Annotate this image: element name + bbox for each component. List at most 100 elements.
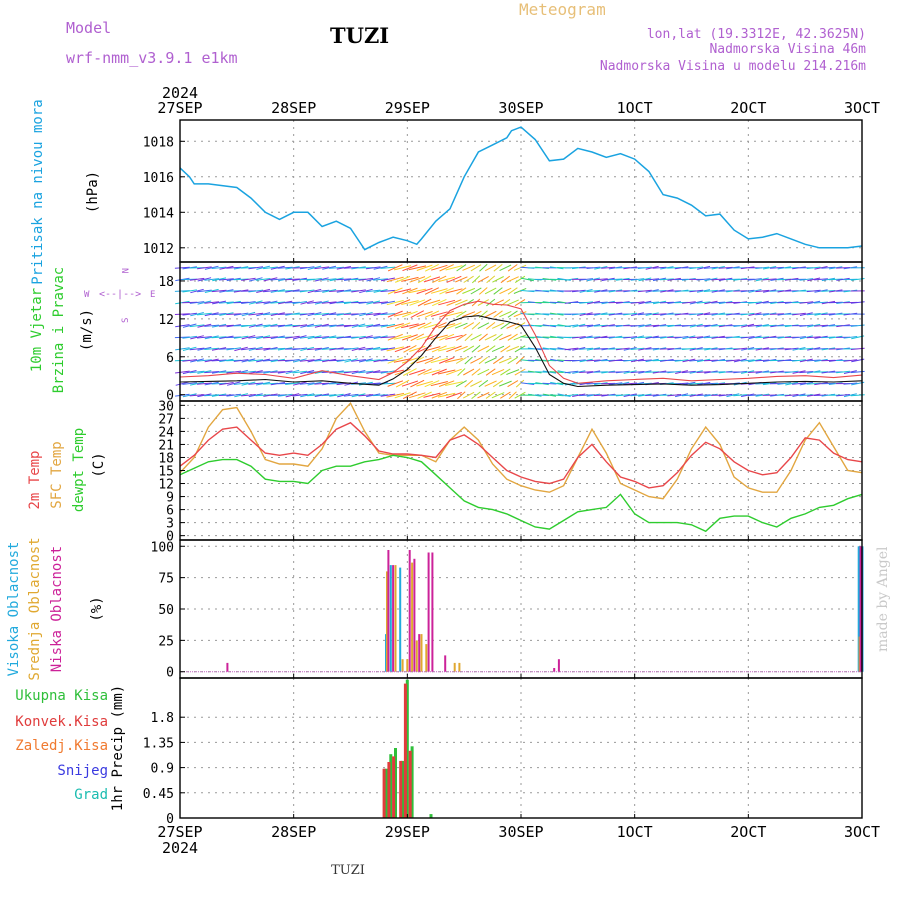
altitude-info: Nadmorska Visina 46m	[709, 42, 866, 57]
wind-arrow	[226, 336, 242, 339]
precip-axis-title: 1hr Precip (mm)	[110, 685, 126, 811]
mid-cloud-bar	[453, 662, 456, 672]
wind-arrow	[402, 334, 418, 341]
lonlat-info: lon,lat (19.3312E, 42.3625N)	[647, 27, 866, 42]
wind-arrow	[755, 347, 769, 351]
wind-arrow	[667, 277, 681, 281]
y-tick-label: 18	[158, 275, 174, 290]
wind-arrow	[314, 277, 329, 282]
wind-arrow	[660, 266, 674, 270]
wind-arrow	[500, 391, 511, 399]
wind-arrow	[616, 277, 630, 281]
wind-arrow	[506, 369, 520, 375]
wind-arrow	[402, 391, 417, 400]
total-rain-bar	[394, 748, 397, 818]
wind-arrow	[763, 289, 777, 293]
wind-arrow	[456, 310, 467, 318]
wind-arrow	[821, 359, 836, 362]
wind-arrow	[515, 379, 525, 388]
wind-arrow	[542, 382, 557, 385]
wind-arrow	[550, 381, 564, 386]
wind-arrow	[410, 333, 425, 342]
wind-arrow	[542, 336, 557, 338]
wind-arrow	[682, 301, 696, 304]
wind-arrow	[218, 324, 234, 327]
wind-arrow	[645, 265, 659, 270]
y-tick-label: 27	[158, 412, 174, 427]
wind-arrow	[365, 359, 381, 362]
wind-arrow	[190, 288, 204, 294]
wind-arrow	[402, 264, 418, 272]
wind-arrow	[637, 359, 652, 362]
wind-axis-subtitle: Brzina i Pravac	[51, 267, 67, 393]
wind-arrow	[601, 336, 616, 339]
wind-arrow	[485, 345, 496, 353]
wind-arrow	[233, 335, 249, 339]
wind-arrow	[394, 322, 411, 330]
wind-arrow	[446, 345, 462, 353]
wind-arrow	[423, 276, 441, 283]
wind-arrow	[689, 336, 704, 339]
wind-arrow	[314, 266, 330, 270]
wind-arrow	[579, 371, 594, 373]
wind-arrow	[403, 344, 417, 353]
wind-arrow	[571, 336, 586, 339]
wind-arrow	[500, 275, 511, 284]
wind-arrow	[387, 287, 403, 295]
wind-arrow	[785, 381, 799, 386]
wind-arrow	[493, 310, 503, 318]
panel-frames: 1012101410161018061218036912151821242730…	[143, 119, 863, 827]
wind-arrow	[285, 359, 300, 362]
wind-arrow	[843, 266, 858, 270]
wind-arrow	[463, 275, 474, 283]
wind-arrow	[747, 371, 762, 373]
wind-arrow	[799, 347, 814, 350]
wind-arrows	[174, 263, 865, 400]
wind-arrow	[777, 359, 792, 362]
y-tick-label: 6	[166, 504, 174, 519]
wind-arrow	[277, 313, 293, 315]
wind-arrow	[623, 393, 637, 397]
wind-arrow	[586, 324, 601, 328]
wind-arrow	[601, 347, 615, 351]
wind-arrow	[446, 275, 462, 283]
wind-arrow	[365, 336, 381, 339]
high-cloud-axis-title: Visoka Oblacnost	[6, 542, 22, 677]
wind-arrow	[211, 289, 227, 293]
wind-arrow	[358, 381, 373, 386]
wind-arrow	[386, 276, 404, 283]
wind-arrow	[703, 382, 718, 385]
wind-arrow	[638, 370, 652, 374]
wind-arrow	[393, 334, 412, 340]
wind-arrow	[256, 288, 271, 293]
wind-arrow	[755, 277, 769, 282]
wind-arrow	[343, 290, 359, 292]
wind-arrow	[351, 335, 366, 339]
wind-arrow	[431, 345, 447, 353]
wind-arrow	[423, 299, 441, 306]
wind-arrow	[241, 335, 256, 340]
convective-rain-bar	[399, 760, 403, 818]
wind-arrow	[821, 266, 836, 269]
wind-arrow	[726, 335, 740, 339]
station-title: TUZI	[330, 23, 389, 48]
mid-cloud-bar	[425, 644, 428, 672]
wind-arrow	[571, 289, 586, 293]
wind-arrow	[454, 345, 468, 352]
wind-arrow	[579, 312, 593, 316]
wind-arrow	[485, 322, 496, 330]
y-tick-label: 1012	[143, 242, 174, 257]
wind-arrow	[645, 289, 659, 293]
wind-arrow	[740, 266, 755, 270]
wind-arrow	[549, 324, 564, 327]
wind-arrow	[836, 347, 850, 351]
wind-arrow	[748, 347, 762, 350]
wind-arrow	[696, 358, 711, 363]
y-tick-label: 0	[166, 666, 174, 681]
wind-arrow	[660, 312, 674, 316]
wind-arrow	[594, 382, 608, 386]
wind-arrow	[608, 301, 623, 304]
wind-arrow	[667, 267, 682, 269]
wind-arrow	[380, 266, 396, 269]
wind-arrow	[478, 287, 488, 295]
